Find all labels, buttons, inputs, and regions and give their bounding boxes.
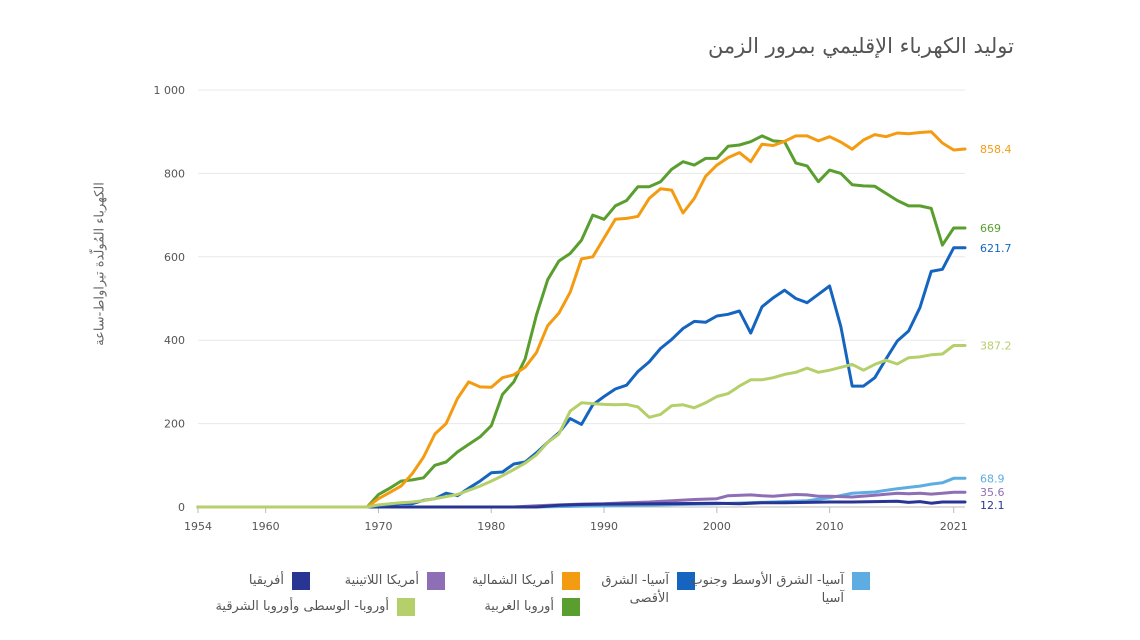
series-lines (196, 130, 967, 509)
x-tick-labels: 1954 1960 1970 1980 1990 2000 2010 2021 (184, 507, 968, 533)
legend-swatch-latin-america (427, 572, 445, 590)
legend-item-western-europe[interactable]: أوروبا الغربية (450, 598, 580, 616)
legend-label: أمريكا اللاتينية (344, 573, 419, 588)
chart-title: توليد الكهرباء الإقليمي بمرور الزمن (707, 34, 1014, 58)
series-end-label: 387.2 (980, 340, 1012, 353)
series-line (196, 246, 967, 509)
x-tick-label: 1960 (252, 520, 280, 533)
end-labels: 858.4 669 621.7 387.2 68.935.612.1 (980, 143, 1012, 512)
legend-label: أمريكا الشمالية (471, 573, 554, 588)
legend-item-far-east-asia[interactable]: آسيا- الشرق الأقصى (585, 572, 695, 608)
legend-swatch-far-east-asia (677, 572, 695, 590)
legend-label: آسيا- الشرق الأوسط وجنوب آسيا (690, 573, 844, 606)
legend: أفريقيا أمريكا اللاتينية أمريكا الشمالية… (190, 572, 870, 632)
legend-swatch-middle-east-south-asia (852, 572, 870, 590)
x-tick-label: 1970 (364, 520, 392, 533)
legend-swatch-africa (292, 572, 310, 590)
x-tick-label: 2010 (816, 520, 844, 533)
series-line (196, 134, 967, 509)
series-end-label: 35.6 (980, 486, 1005, 499)
x-tick-label: 2000 (703, 520, 731, 533)
series-end-label: 669 (980, 222, 1001, 235)
y-tick-label: 400 (164, 334, 185, 347)
legend-item-latin-america[interactable]: أمريكا اللاتينية (315, 572, 445, 590)
legend-item-africa[interactable]: أفريقيا (190, 572, 310, 590)
legend-item-north-america[interactable]: أمريكا الشمالية (450, 572, 580, 590)
grid-lines (198, 89, 965, 508)
line-chart: 0 200 400 600 800 1 000 1954 1960 1970 1980 1990 2… (154, 84, 1012, 533)
series-line (196, 344, 967, 509)
series-end-label: 858.4 (980, 143, 1012, 156)
series-end-label: 621.7 (980, 242, 1012, 255)
x-tick-label: 1980 (477, 520, 505, 533)
legend-label: أوروبا- الوسطى وأوروبا الشرقية (215, 599, 389, 614)
series-end-label: 12.1 (980, 499, 1005, 512)
legend-swatch-western-europe (562, 598, 580, 616)
legend-label: أوروبا الغربية (484, 599, 554, 614)
legend-item-middle-east-south-asia[interactable]: آسيا- الشرق الأوسط وجنوب آسيا (670, 572, 870, 608)
x-tick-label: 1954 (184, 520, 212, 533)
y-tick-label: 600 (164, 251, 185, 264)
legend-swatch-north-america (562, 572, 580, 590)
y-tick-label: 1 000 (154, 84, 186, 97)
legend-label: آسيا- الشرق الأقصى (601, 573, 669, 606)
x-tick-label: 2021 (940, 520, 968, 533)
legend-label: أفريقيا (248, 573, 284, 588)
y-tick-label: 0 (178, 501, 185, 514)
series-line (196, 130, 967, 509)
series-line (196, 499, 967, 509)
legend-item-central-eastern-europe[interactable]: أوروبا- الوسطى وأوروبا الشرقية (190, 598, 415, 616)
y-tick-labels: 0 200 400 600 800 1 000 (154, 84, 186, 514)
y-tick-label: 200 (164, 418, 185, 431)
x-tick-label: 1990 (590, 520, 618, 533)
y-tick-label: 800 (164, 167, 185, 180)
legend-swatch-central-eastern-europe (397, 598, 415, 616)
series-end-label: 68.9 (980, 472, 1005, 485)
